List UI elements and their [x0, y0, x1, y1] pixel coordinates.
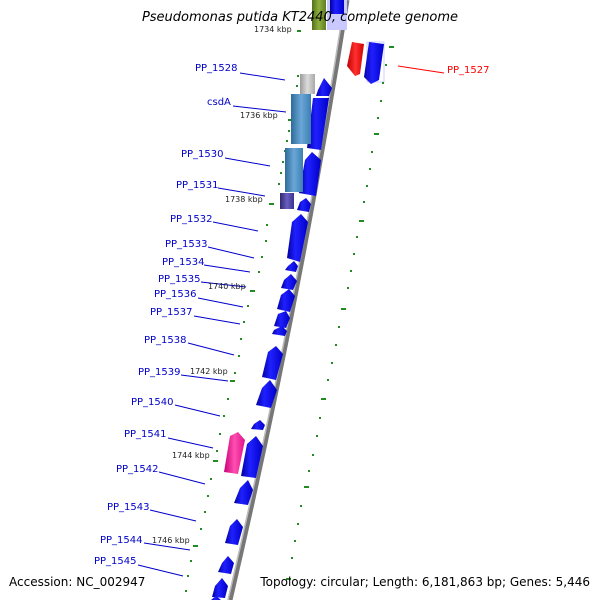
- gene-label-pp1541[interactable]: PP_1541: [124, 429, 167, 440]
- leader-pp1536: [197, 297, 244, 308]
- pink-feature-pp1541[interactable]: [224, 432, 245, 474]
- cds-pp1527-selected[interactable]: [347, 42, 364, 76]
- cds-pp1542[interactable]: [234, 480, 253, 505]
- tick-1736: [288, 119, 293, 121]
- gene-label-pp1540[interactable]: PP_1540: [131, 397, 174, 408]
- cds-pp1533[interactable]: [285, 261, 298, 272]
- cds-pp1543[interactable]: [225, 519, 243, 545]
- leader-pp1533: [207, 246, 255, 259]
- ruler-label-1740: 1740 kbp: [208, 282, 246, 291]
- leader-pp1528: [239, 72, 286, 81]
- cds-pp1534[interactable]: [281, 274, 297, 290]
- leader-pp1542: [158, 471, 206, 485]
- cds-pp1546[interactable]: [212, 578, 228, 598]
- leader-pp1527: [397, 65, 445, 74]
- tick-1746: [193, 545, 198, 547]
- ruler-label-1746: 1746 kbp: [152, 536, 190, 545]
- outer-ruler: [286, 46, 394, 580]
- accession-text: Accession: NC_002947: [9, 575, 146, 589]
- gene-label-pp1532[interactable]: PP_1532: [170, 214, 213, 225]
- ruler-label-1736: 1736 kbp: [240, 111, 278, 120]
- cds-pp1528[interactable]: [316, 78, 332, 96]
- ruler-label-1742: 1742 kbp: [190, 367, 228, 376]
- tick-1740: [250, 290, 255, 292]
- gene-label-pp1542[interactable]: PP_1542: [116, 464, 159, 475]
- leader-pp1534: [203, 264, 251, 273]
- gene-label-pp1538[interactable]: PP_1538: [144, 335, 187, 346]
- cds-pp1545[interactable]: [218, 556, 234, 574]
- leader-pp1545: [137, 564, 184, 577]
- gene-label-pp1545[interactable]: PP_1545: [94, 556, 137, 567]
- leader-pp1539: [180, 374, 229, 382]
- tick-1744: [213, 460, 218, 462]
- gene-label-pp1544[interactable]: PP_1544: [100, 535, 143, 546]
- gene-label-pp1530[interactable]: PP_1530: [181, 149, 224, 160]
- leader-pp1531: [217, 187, 266, 197]
- steelblue-feature-pp1530[interactable]: [285, 148, 303, 192]
- gene-label-pp1535[interactable]: PP_1535: [158, 274, 201, 285]
- inner-ruler: [185, 30, 301, 592]
- cds-pp1537b[interactable]: [272, 326, 287, 336]
- cds-pp1539[interactable]: [256, 380, 277, 408]
- cds-pp1540[interactable]: [251, 420, 265, 430]
- cds-pp1541[interactable]: [241, 436, 263, 478]
- olive-feature[interactable]: [312, 0, 326, 30]
- gene-label-pp1536[interactable]: PP_1536: [154, 289, 197, 300]
- cds-pp1531[interactable]: [297, 198, 311, 212]
- gene-label-csda[interactable]: csdA: [207, 97, 231, 108]
- tick-1742: [230, 380, 235, 382]
- cds-pp1536[interactable]: [277, 289, 295, 312]
- steelblue-feature-csda[interactable]: [291, 94, 311, 144]
- gene-label-pp1533[interactable]: PP_1533: [165, 239, 208, 250]
- cds-pp1537[interactable]: [274, 311, 290, 328]
- leader-pp1541: [167, 437, 214, 449]
- top-cds-feature[interactable]: [330, 0, 344, 14]
- tick-1738: [269, 203, 274, 205]
- ruler-label-1734: 1734 kbp: [254, 25, 292, 34]
- cds-pp1532[interactable]: [287, 214, 308, 262]
- gene-label-pp1531[interactable]: PP_1531: [176, 180, 219, 191]
- leader-pp1540: [174, 404, 221, 417]
- slate-feature-pp1531[interactable]: [280, 193, 294, 209]
- gene-label-pp1527[interactable]: PP_1527: [447, 65, 490, 76]
- gene-label-pp1543[interactable]: PP_1543: [107, 502, 150, 513]
- leader-pp1538: [187, 342, 235, 356]
- topology-text: Topology: circular; Length: 6,181,863 bp…: [260, 575, 590, 589]
- leader-lines: [137, 65, 445, 577]
- cds-pp1538[interactable]: [262, 346, 283, 380]
- cds-pp1527[interactable]: [364, 42, 384, 84]
- leader-pp1535: [200, 281, 247, 288]
- cds-pp1530[interactable]: [299, 152, 321, 196]
- leader-pp1532: [212, 221, 259, 232]
- leader-pp1530: [224, 157, 271, 167]
- gene-label-pp1537[interactable]: PP_1537: [150, 307, 193, 318]
- ruler-label-1744: 1744 kbp: [172, 451, 210, 460]
- cds-bottom[interactable]: [211, 596, 221, 600]
- grey-feature[interactable]: [300, 74, 315, 94]
- gene-label-pp1534[interactable]: PP_1534: [162, 257, 205, 268]
- leader-pp1537: [193, 315, 241, 325]
- cds-csda[interactable]: [307, 98, 329, 150]
- leader-csda: [232, 105, 287, 113]
- gene-label-pp1539[interactable]: PP_1539: [138, 367, 181, 378]
- leader-pp1543: [149, 509, 197, 522]
- backbone-track: [227, 0, 350, 600]
- ruler-label-1738: 1738 kbp: [225, 195, 263, 204]
- leader-pp1544: [143, 542, 191, 551]
- page-title: Pseudomonas putida KT2440, complete geno…: [141, 10, 459, 25]
- gene-label-pp1528[interactable]: PP_1528: [195, 63, 238, 74]
- cds-pp1527-outline: [366, 41, 385, 83]
